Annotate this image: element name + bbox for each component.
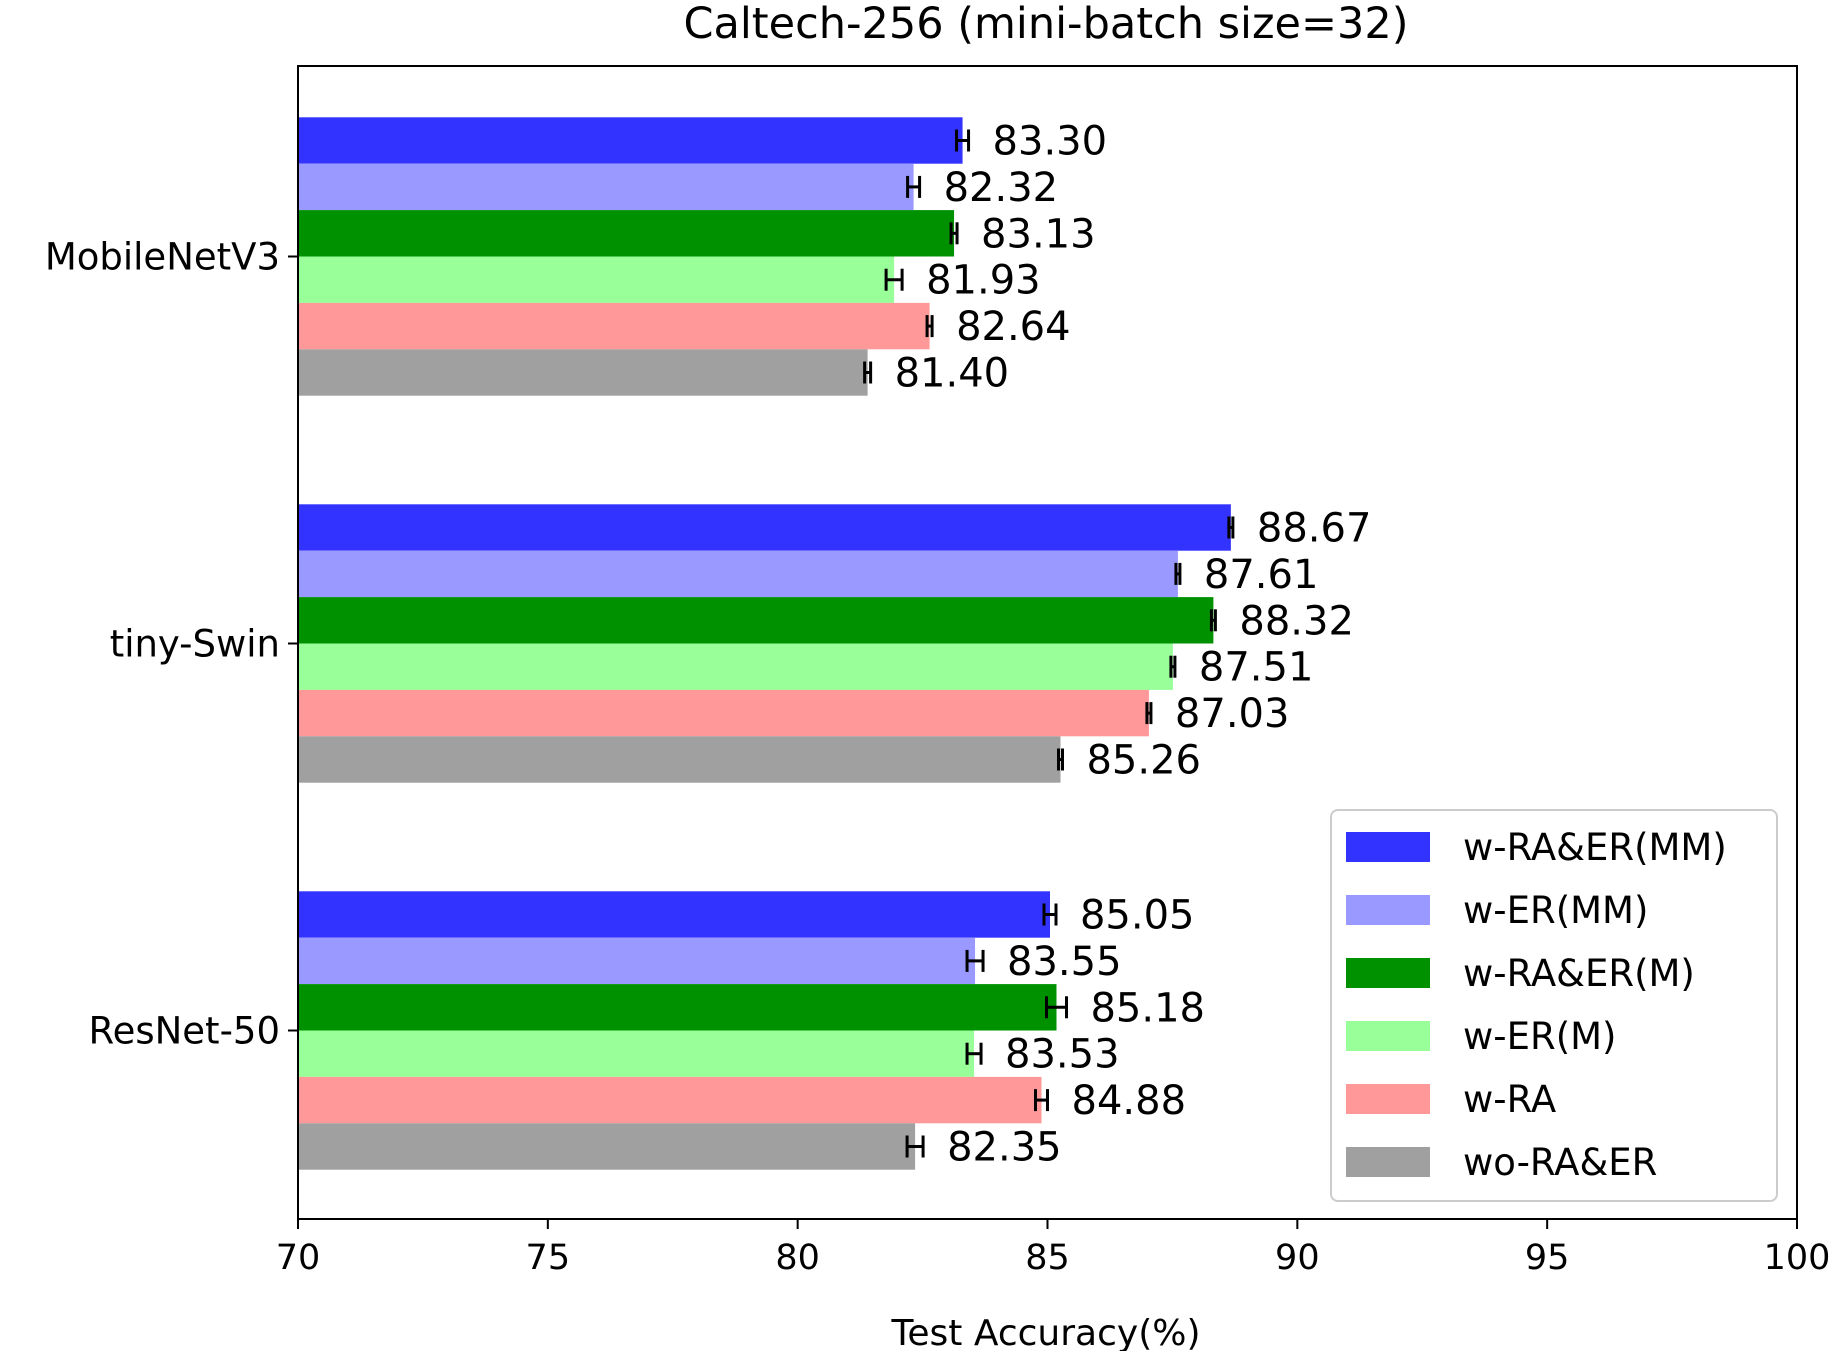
x-tick-label: 90 bbox=[1275, 1238, 1320, 1278]
data-label: 85.26 bbox=[1086, 738, 1201, 784]
bar bbox=[298, 117, 963, 164]
data-label: 83.13 bbox=[981, 211, 1096, 257]
error-bars-layer bbox=[863, 129, 1235, 1158]
bar bbox=[298, 937, 976, 985]
error-bar bbox=[955, 129, 971, 152]
data-label: 83.30 bbox=[993, 119, 1108, 165]
bar bbox=[298, 1030, 975, 1077]
legend-item: w-RA&ER(MM) bbox=[1346, 826, 1727, 869]
data-label: 87.61 bbox=[1204, 552, 1319, 598]
error-bar bbox=[863, 361, 873, 384]
legend-item: wo-RA&ER bbox=[1346, 1141, 1657, 1184]
error-bar bbox=[965, 949, 985, 972]
legend-label: w-ER(M) bbox=[1463, 1015, 1617, 1058]
legend-frame bbox=[1330, 809, 1778, 1202]
data-label: 85.18 bbox=[1090, 985, 1205, 1031]
legend-swatch bbox=[1346, 832, 1430, 862]
error-bar bbox=[1034, 1089, 1049, 1112]
error-bar bbox=[884, 268, 904, 291]
data-label: 83.53 bbox=[1005, 1032, 1120, 1078]
data-label: 82.32 bbox=[944, 165, 1059, 211]
legend-swatch bbox=[1346, 1084, 1430, 1114]
error-bar bbox=[1227, 516, 1235, 539]
legend-item: w-RA&ER(M) bbox=[1346, 952, 1695, 995]
x-tick-label: 85 bbox=[1025, 1238, 1070, 1278]
data-label: 81.93 bbox=[926, 258, 1041, 304]
x-tick-label: 70 bbox=[276, 1238, 321, 1278]
bar bbox=[298, 550, 1178, 598]
x-tick-label: 75 bbox=[526, 1238, 571, 1278]
legend-label: wo-RA&ER bbox=[1463, 1141, 1657, 1184]
error-bar bbox=[1145, 702, 1153, 725]
x-axis-label: Test Accuracy(%) bbox=[891, 1313, 1201, 1351]
bar bbox=[298, 984, 1057, 1031]
chart-title: Caltech-256 (mini-batch size=32) bbox=[683, 0, 1408, 49]
x-tick-label: 80 bbox=[775, 1238, 820, 1278]
bar bbox=[298, 597, 1214, 644]
error-bar bbox=[925, 315, 934, 338]
data-label: 82.35 bbox=[947, 1125, 1062, 1171]
bar bbox=[298, 256, 895, 303]
bar bbox=[298, 1123, 916, 1170]
legend-label: w-RA&ER(M) bbox=[1463, 952, 1695, 995]
data-label: 88.67 bbox=[1257, 506, 1372, 552]
data-label: 85.05 bbox=[1080, 893, 1195, 939]
legend-swatch bbox=[1346, 1021, 1430, 1051]
bar bbox=[298, 736, 1061, 783]
error-bar bbox=[1045, 996, 1068, 1019]
legend-swatch bbox=[1346, 895, 1430, 925]
error-bar bbox=[965, 1042, 983, 1065]
legend-item: w-ER(M) bbox=[1346, 1015, 1617, 1058]
x-tick-label: 95 bbox=[1525, 1238, 1570, 1278]
legend-label: w-ER(MM) bbox=[1463, 889, 1648, 932]
error-bar bbox=[906, 175, 922, 198]
legend-item: w-ER(MM) bbox=[1346, 889, 1648, 932]
error-bar bbox=[1056, 748, 1064, 771]
legend-items: w-RA&ER(MM) w-ER(MM) w-RA&ER(M) w-ER(M) w-RA… bbox=[1346, 826, 1727, 1184]
legend-label: w-RA&ER(MM) bbox=[1463, 826, 1727, 869]
axes-layer: MobileNetV3 tiny-Swin ResNet-50 70 75 80 85 90 9… bbox=[45, 65, 1831, 1278]
y-tick-label: MobileNetV3 bbox=[45, 236, 280, 279]
data-label: 82.64 bbox=[956, 304, 1071, 350]
error-bar bbox=[1169, 655, 1177, 678]
legend-label: w-RA bbox=[1463, 1078, 1556, 1121]
legend-swatch bbox=[1346, 958, 1430, 988]
bar bbox=[298, 302, 930, 350]
error-bar bbox=[1042, 903, 1058, 926]
bar bbox=[298, 210, 955, 257]
error-bar bbox=[905, 1135, 925, 1158]
bar bbox=[298, 349, 868, 396]
data-label: 87.51 bbox=[1199, 645, 1314, 691]
data-label: 83.55 bbox=[1007, 939, 1122, 985]
data-label: 81.40 bbox=[895, 351, 1010, 397]
bar bbox=[298, 891, 1050, 938]
legend-swatch bbox=[1346, 1147, 1430, 1177]
bar bbox=[298, 163, 914, 211]
legend-item: w-RA bbox=[1346, 1078, 1556, 1121]
bar bbox=[298, 504, 1231, 551]
x-tick-label: 100 bbox=[1764, 1238, 1831, 1278]
data-label: 84.88 bbox=[1072, 1078, 1187, 1124]
data-label: 88.32 bbox=[1239, 598, 1354, 644]
error-bar bbox=[949, 222, 959, 245]
bar bbox=[298, 689, 1149, 737]
y-tick-label: ResNet-50 bbox=[89, 1010, 280, 1053]
bar bbox=[298, 643, 1173, 690]
bar bbox=[298, 1076, 1042, 1124]
y-tick-label: tiny-Swin bbox=[110, 623, 280, 666]
legend: w-RA&ER(MM) w-ER(MM) w-RA&ER(M) w-ER(M) w-RA… bbox=[1330, 809, 1778, 1202]
data-label: 87.03 bbox=[1175, 691, 1290, 737]
bars-layer bbox=[298, 117, 1231, 1170]
error-bar bbox=[1209, 609, 1217, 632]
error-bar bbox=[1174, 562, 1182, 585]
